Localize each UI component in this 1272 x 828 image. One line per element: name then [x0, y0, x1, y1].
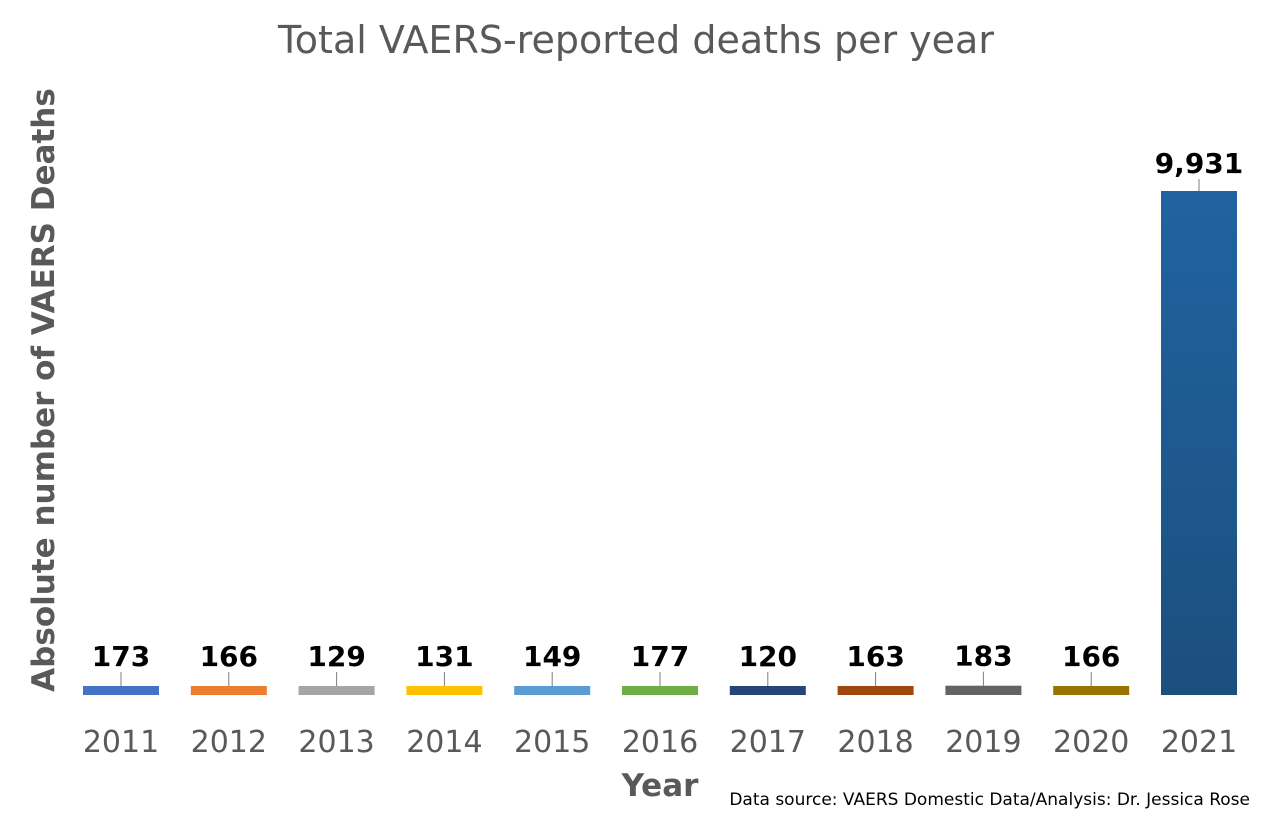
x-axis-label: Year [621, 768, 699, 804]
data-label-2021: 9,931 [1155, 147, 1244, 180]
x-tick-label-2018: 2018 [837, 725, 913, 760]
data-label-2015: 149 [523, 640, 581, 673]
data-label-2017: 120 [739, 640, 797, 673]
data-label-2012: 166 [200, 640, 258, 673]
data-label-2016: 177 [631, 640, 689, 673]
source-note: Data source: VAERS Domestic Data/Analysi… [729, 790, 1250, 810]
bar-2016 [622, 686, 698, 695]
x-tick-label-2014: 2014 [406, 725, 482, 760]
data-label-2011: 173 [92, 640, 150, 673]
x-tick-label-2011: 2011 [83, 725, 159, 760]
bar-2019 [945, 685, 1022, 695]
x-tick-label-2012: 2012 [191, 725, 267, 760]
bar-2015 [514, 686, 591, 695]
x-tick-label-2016: 2016 [622, 725, 698, 760]
data-label-2019: 183 [954, 640, 1012, 673]
bar-2014 [406, 686, 483, 695]
data-label-2018: 163 [846, 640, 904, 673]
x-tick-label-2015: 2015 [514, 725, 590, 760]
bar-2017 [729, 686, 806, 695]
x-tick-label-2020: 2020 [1053, 725, 1129, 760]
bar-2011 [83, 686, 159, 695]
x-tick-label-2017: 2017 [730, 725, 806, 760]
x-tick-label-2013: 2013 [298, 725, 374, 760]
bar-2012 [190, 686, 267, 695]
bar-2021 [1161, 191, 1237, 695]
data-label-2014: 131 [415, 640, 473, 673]
x-tick-label-2021: 2021 [1161, 725, 1237, 760]
chart-title: Total VAERS-reported deaths per year [278, 18, 994, 62]
data-label-2013: 129 [307, 640, 365, 673]
bar-2018 [837, 686, 914, 695]
data-label-2020: 166 [1062, 640, 1120, 673]
x-tick-label-2019: 2019 [945, 725, 1021, 760]
bar-2013 [298, 686, 375, 695]
bar-2020 [1053, 686, 1130, 695]
